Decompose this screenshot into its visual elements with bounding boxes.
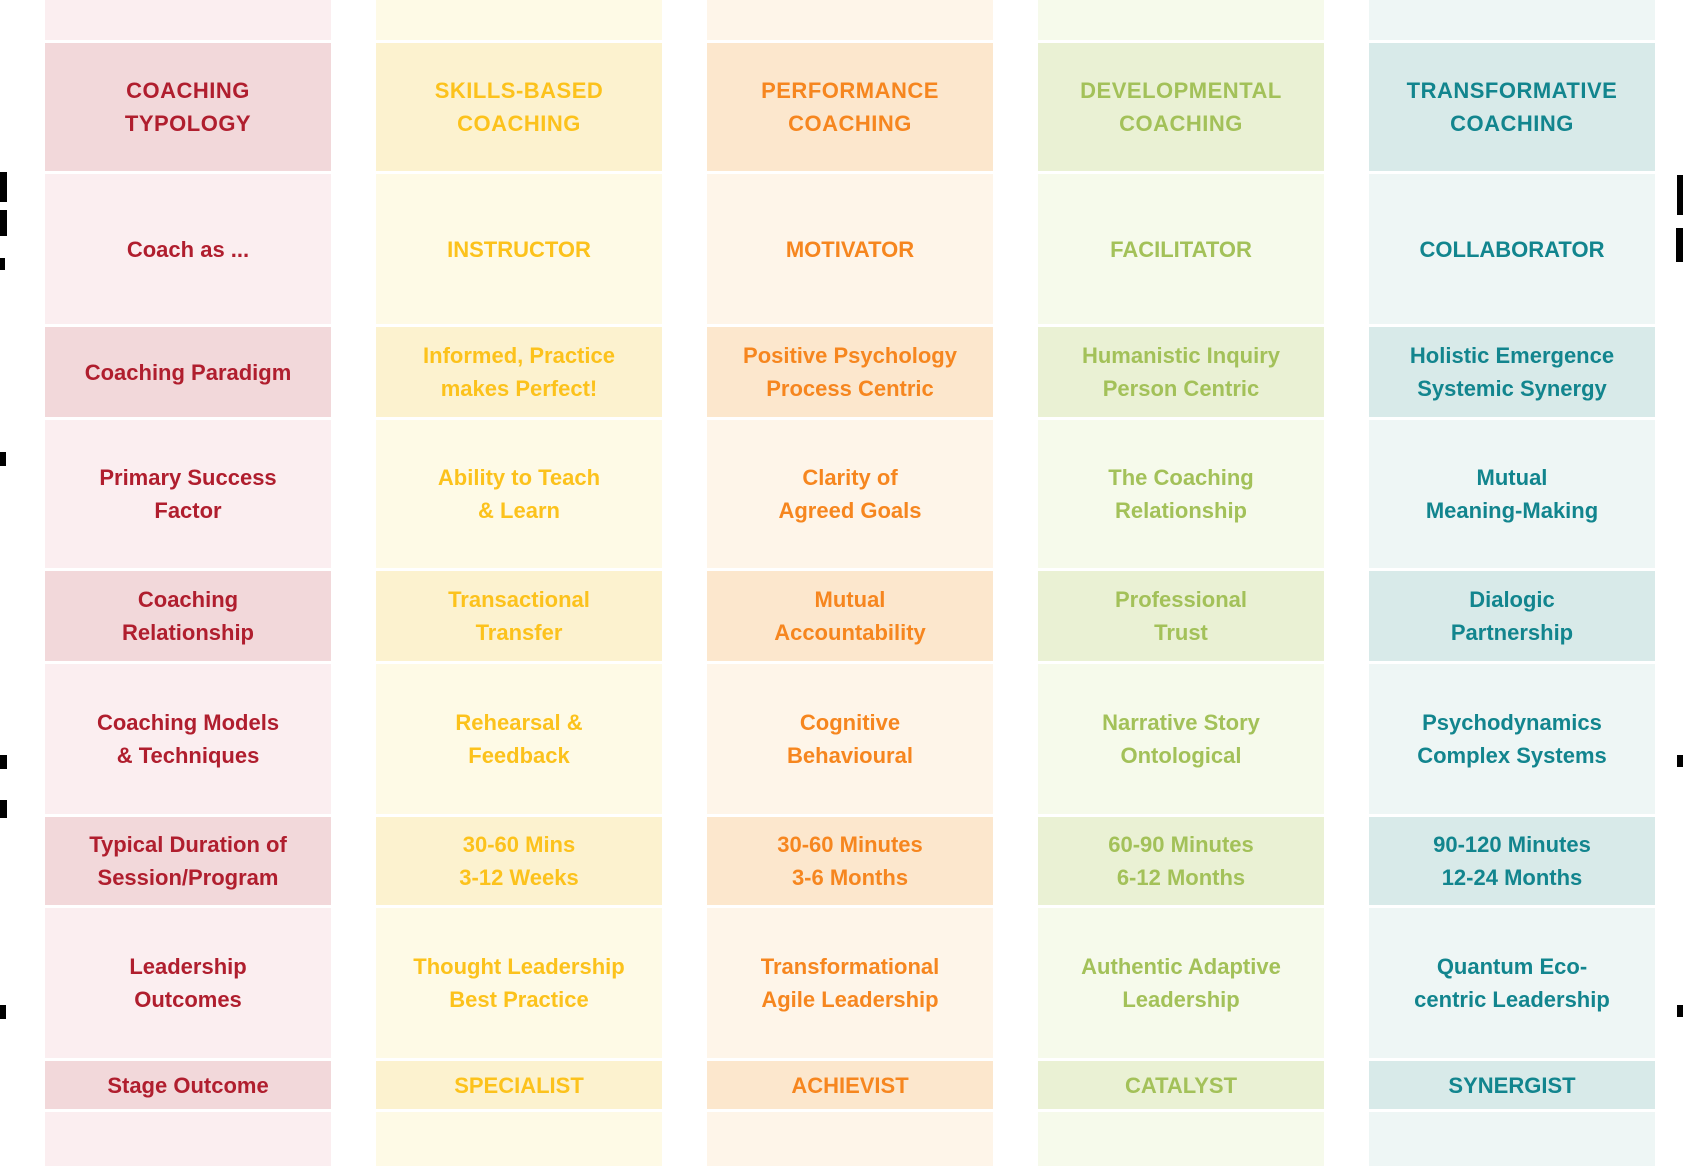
cell-transformative-success-factor: Mutual Meaning-Making: [1369, 420, 1655, 568]
cell-developmental-stage-outcome: CATALYST: [1038, 1061, 1324, 1109]
cell-skills-models: Rehearsal & Feedback: [376, 664, 662, 814]
cell-skills-duration: 30-60 Mins 3-12 Weeks: [376, 817, 662, 905]
cropped-edge-text-artifact: [1677, 175, 1683, 215]
cropped-edge-text-artifact: [0, 258, 5, 270]
cell-skills-stage-outcome: SPECIALIST: [376, 1061, 662, 1109]
cell-developmental-models: Narrative Story Ontological: [1038, 664, 1324, 814]
column-bottom-spacer: [1369, 1112, 1655, 1166]
column-top-spacer: [1038, 0, 1324, 40]
cropped-edge-text-artifact: [1677, 755, 1683, 767]
cropped-edge-text-artifact: [0, 172, 7, 202]
row-label-typical-duration: Typical Duration of Session/Program: [45, 817, 331, 905]
cell-performance-stage-outcome: ACHIEVIST: [707, 1061, 993, 1109]
cropped-edge-text-artifact: [0, 800, 7, 818]
column-top-spacer: [45, 0, 331, 40]
column-top-spacer: [376, 0, 662, 40]
col-header-performance-coaching: PERFORMANCE COACHING: [707, 43, 993, 171]
cell-transformative-leadership-outcomes: Quantum Eco- centric Leadership: [1369, 908, 1655, 1058]
cell-performance-duration: 30-60 Minutes 3-6 Months: [707, 817, 993, 905]
column-bottom-spacer: [376, 1112, 662, 1166]
row-label-stage-outcome: Stage Outcome: [45, 1061, 331, 1109]
cropped-edge-text-artifact: [0, 755, 7, 769]
coaching-typology-table: COACHING TYPOLOGY SKILLS-BASED COACHING …: [45, 0, 1655, 1166]
cell-developmental-coach-as: FACILITATOR: [1038, 174, 1324, 324]
cell-performance-coach-as: MOTIVATOR: [707, 174, 993, 324]
column-bottom-spacer: [45, 1112, 331, 1166]
column-top-spacer: [707, 0, 993, 40]
row-label-coach-as: Coach as ...: [45, 174, 331, 324]
cell-skills-leadership-outcomes: Thought Leadership Best Practice: [376, 908, 662, 1058]
row-label-models-techniques: Coaching Models & Techniques: [45, 664, 331, 814]
col-header-skills-based-coaching: SKILLS-BASED COACHING: [376, 43, 662, 171]
cell-transformative-models: Psychodynamics Complex Systems: [1369, 664, 1655, 814]
cell-performance-leadership-outcomes: Transformational Agile Leadership: [707, 908, 993, 1058]
col-header-developmental-coaching: DEVELOPMENTAL COACHING: [1038, 43, 1324, 171]
cell-performance-success-factor: Clarity of Agreed Goals: [707, 420, 993, 568]
cell-transformative-paradigm: Holistic Emergence Systemic Synergy: [1369, 327, 1655, 417]
col-header-transformative-coaching: TRANSFORMATIVE COACHING: [1369, 43, 1655, 171]
row-label-coaching-paradigm: Coaching Paradigm: [45, 327, 331, 417]
row-label-primary-success-factor: Primary Success Factor: [45, 420, 331, 568]
row-label-leadership-outcomes: Leadership Outcomes: [45, 908, 331, 1058]
cell-developmental-paradigm: Humanistic Inquiry Person Centric: [1038, 327, 1324, 417]
cropped-edge-text-artifact: [1676, 228, 1683, 262]
row-label-coaching-relationship: Coaching Relationship: [45, 571, 331, 661]
cropped-edge-text-artifact: [1677, 1005, 1683, 1017]
cell-skills-coach-as: INSTRUCTOR: [376, 174, 662, 324]
column-bottom-spacer: [1038, 1112, 1324, 1166]
cell-performance-paradigm: Positive Psychology Process Centric: [707, 327, 993, 417]
col-header-coaching-typology: COACHING TYPOLOGY: [45, 43, 331, 171]
cell-developmental-leadership-outcomes: Authentic Adaptive Leadership: [1038, 908, 1324, 1058]
cropped-edge-text-artifact: [0, 1005, 6, 1019]
cropped-edge-text-artifact: [0, 210, 7, 236]
cell-developmental-duration: 60-90 Minutes 6-12 Months: [1038, 817, 1324, 905]
cell-performance-models: Cognitive Behavioural: [707, 664, 993, 814]
cell-transformative-stage-outcome: SYNERGIST: [1369, 1061, 1655, 1109]
cell-developmental-relationship: Professional Trust: [1038, 571, 1324, 661]
cell-skills-paradigm: Informed, Practice makes Perfect!: [376, 327, 662, 417]
column-bottom-spacer: [707, 1112, 993, 1166]
cell-transformative-coach-as: COLLABORATOR: [1369, 174, 1655, 324]
cell-skills-success-factor: Ability to Teach & Learn: [376, 420, 662, 568]
column-top-spacer: [1369, 0, 1655, 40]
cell-developmental-success-factor: The Coaching Relationship: [1038, 420, 1324, 568]
cropped-edge-text-artifact: [0, 452, 6, 466]
cell-transformative-duration: 90-120 Minutes 12-24 Months: [1369, 817, 1655, 905]
cell-skills-relationship: Transactional Transfer: [376, 571, 662, 661]
cell-transformative-relationship: Dialogic Partnership: [1369, 571, 1655, 661]
cell-performance-relationship: Mutual Accountability: [707, 571, 993, 661]
